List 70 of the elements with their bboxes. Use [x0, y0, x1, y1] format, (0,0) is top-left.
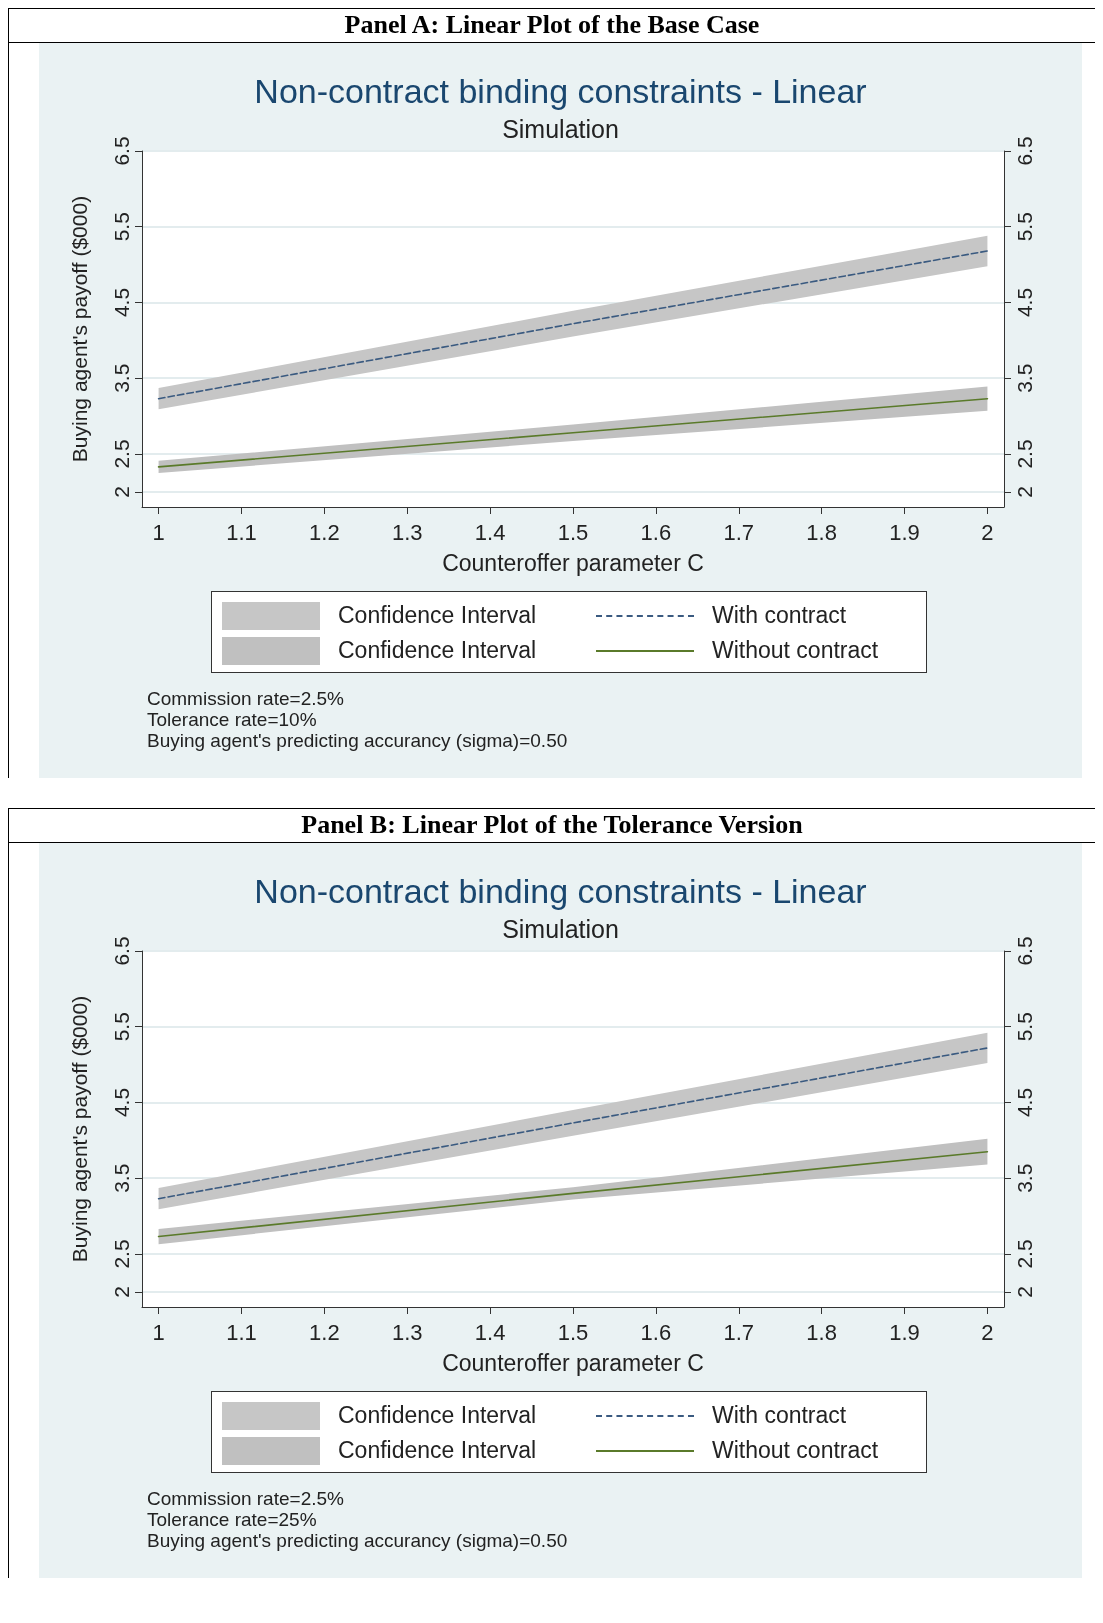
text: Commission rate=2.5%	[147, 688, 345, 709]
chart-subtitle: Simulation	[502, 914, 619, 943]
y2-tick-label: 5.5	[1013, 1012, 1036, 1042]
y-tick-label: 5.5	[110, 1012, 133, 1042]
x-tick-label: 1.8	[806, 1319, 837, 1345]
x-tick-label: 1.3	[391, 519, 423, 545]
x-tick-label: 1.2	[309, 1319, 340, 1345]
x-tick-label: 1.5	[557, 1319, 589, 1345]
y-axis-title: Buying agent's payoff ($000)	[68, 195, 91, 463]
y2-tick-label: 6.5	[1013, 936, 1036, 966]
y-tick-label: 6.5	[110, 936, 133, 966]
chart-title: Non-contract binding constraints - Linear	[254, 872, 867, 910]
chart-subtitle: Simulation	[502, 114, 619, 143]
y-tick-label: 2	[110, 486, 133, 498]
y-tick-label: 6.5	[110, 136, 133, 166]
x-tick-label: 1.1	[226, 1319, 257, 1345]
x-tick-label: 1.9	[889, 519, 920, 545]
text: Buying agent's predicting accurancy (sigma)=0.50	[147, 730, 568, 751]
text: Confidence Interval	[338, 602, 537, 629]
legend-label: With contract	[712, 602, 847, 629]
y2-tick-label: 2	[1013, 1286, 1036, 1298]
text: Tolerance rate=10%	[147, 709, 317, 730]
y-tick-label: 3.5	[110, 363, 133, 393]
y-tick-label: 4.5	[110, 1087, 133, 1118]
y2-tick-label: 3.5	[1013, 1163, 1036, 1193]
y2-tick-label: 2.5	[1013, 1239, 1036, 1269]
legend-label: Without contract	[712, 637, 879, 664]
y2-tick-label: 2	[1013, 486, 1036, 498]
y2-tick-label: 3.5	[1013, 363, 1036, 393]
text: Confidence Interval	[338, 1402, 537, 1429]
legend-label: With contract	[712, 1402, 847, 1429]
y2-tick-label: 4.5	[1013, 1087, 1036, 1118]
x-tick-label: 2	[981, 519, 994, 545]
x-tick-label: 1.5	[557, 519, 589, 545]
y-axis-title: Buying agent's payoff ($000)	[68, 995, 91, 1263]
y-tick-label: 5.5	[110, 212, 133, 242]
y2-tick-label: 6.5	[1013, 136, 1036, 166]
chart-title: Non-contract binding constraints - Linear	[254, 72, 867, 110]
y2-tick-label: 2.5	[1013, 439, 1036, 469]
y-tick-label: 2.5	[110, 1239, 133, 1269]
x-tick-label: 1.7	[723, 519, 755, 545]
x-tick-label: 1.6	[640, 519, 672, 545]
text: Confidence Interval	[338, 1437, 537, 1464]
text: Commission rate=2.5%	[147, 1488, 345, 1509]
x-tick-label: 1.7	[723, 1319, 755, 1345]
x-tick-label: 1.8	[806, 519, 837, 545]
text: Tolerance rate=25%	[147, 1509, 317, 1530]
y-tick-label: 4.5	[110, 287, 133, 318]
x-axis-title: Counteroffer parameter C	[442, 1349, 704, 1376]
x-tick-label: 1.4	[474, 1319, 506, 1345]
x-tick-label: 1.2	[309, 519, 340, 545]
text: Confidence Interval	[338, 637, 537, 664]
x-tick-label: 1.3	[391, 1319, 423, 1345]
x-tick-label: 1	[152, 1319, 165, 1345]
y2-tick-label: 4.5	[1013, 287, 1036, 318]
x-tick-label: 1.4	[474, 519, 506, 545]
x-tick-label: 1.6	[640, 1319, 672, 1345]
text: Panel A: Linear Plot of the Base Case	[9, 9, 1095, 43]
x-tick-label: 1.1	[226, 519, 257, 545]
x-tick-label: 2	[981, 1319, 994, 1345]
x-tick-label: 1	[152, 519, 165, 545]
text: Buying agent's predicting accurancy (sigma)=0.50	[147, 1530, 568, 1551]
x-axis-title: Counteroffer parameter C	[442, 549, 704, 576]
y-tick-label: 3.5	[110, 1163, 133, 1193]
text: Panel B: Linear Plot of the Tolerance Version	[9, 809, 1095, 843]
y-tick-label: 2	[110, 1286, 133, 1298]
y-tick-label: 2.5	[110, 439, 133, 469]
x-tick-label: 1.9	[889, 1319, 920, 1345]
legend-label: Without contract	[712, 1437, 879, 1464]
y2-tick-label: 5.5	[1013, 212, 1036, 242]
